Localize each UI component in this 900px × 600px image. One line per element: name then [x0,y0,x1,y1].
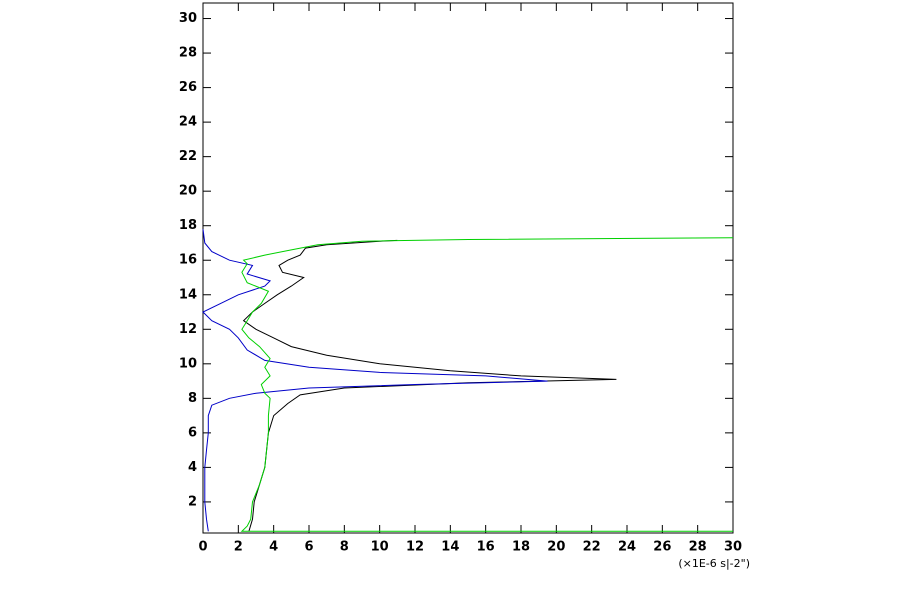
x-tick-label: 16 [477,540,495,555]
y-tick-label: 26 [179,80,197,95]
x-axis-unit: (×1E-6 s|-2") [678,557,750,570]
y-tick-label: 20 [179,184,197,199]
profile-line [242,239,617,532]
x-tick-label: 12 [406,540,424,555]
y-tick-label: 30 [179,11,197,26]
y-tick-label: 6 [188,425,197,440]
x-tick-label: 2 [234,540,243,555]
plot-frame [202,2,734,534]
x-tick-label: 4 [269,540,278,555]
x-tick-label: 6 [304,540,313,555]
y-tick-label: 8 [188,391,197,406]
x-tick-label: 22 [583,540,601,555]
x-tick-label: 8 [340,540,349,555]
y-tick-label: 24 [179,115,197,130]
y-tick-label: 16 [179,253,197,268]
x-tick-label: 18 [512,540,530,555]
y-tick-label: 14 [179,287,197,302]
x-tick-label: 0 [198,540,207,555]
y-tick-label: 12 [179,322,197,337]
y-tick-label: 2 [188,494,197,509]
x-tick-label: 14 [441,540,459,555]
y-tick-label: 4 [188,460,197,475]
x-tick-label: 26 [653,540,671,555]
x-tick-label: 20 [547,540,565,555]
x-tick-label: 28 [689,540,707,555]
profile-line [202,229,548,532]
x-tick-label: 10 [371,540,389,555]
x-tick-label: 24 [618,540,636,555]
x-tick-label: 30 [724,540,742,555]
y-tick-label: 18 [179,218,197,233]
y-tick-label: 28 [179,46,197,61]
profile-line [240,237,734,532]
y-tick-label: 22 [179,149,197,164]
y-tick-label: 10 [179,356,197,371]
